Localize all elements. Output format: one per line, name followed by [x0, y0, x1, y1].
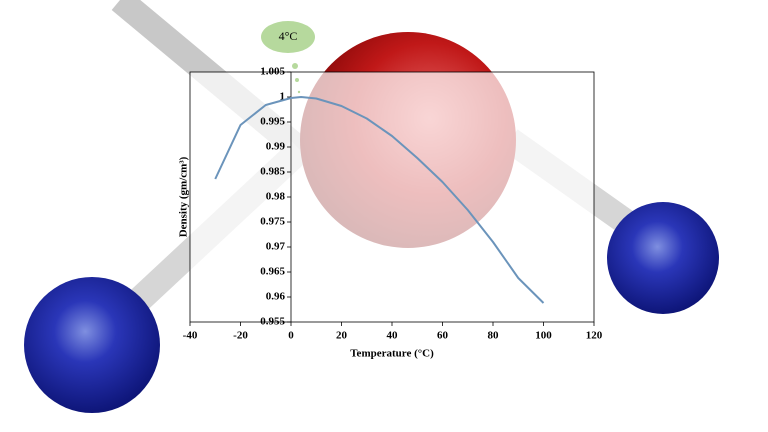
y-tick-label: 0.98 — [266, 191, 286, 203]
annotation: 4°C — [279, 29, 298, 43]
x-tick-label: 40 — [387, 330, 399, 342]
cloud — [261, 21, 315, 53]
x-tick-label: 0 — [288, 330, 294, 342]
y-tick-label: 0.97 — [266, 241, 286, 253]
hydrogen-left — [24, 277, 160, 413]
y-tick-label: 0.965 — [260, 266, 285, 278]
y-tick-label: 1.005 — [260, 66, 285, 78]
y-tick-label: 0.995 — [260, 116, 285, 128]
y-tick-label: 0.99 — [266, 141, 286, 153]
x-tick-label: -20 — [233, 330, 248, 342]
y-tick-label: 1 — [280, 91, 286, 103]
y-tick-label: 0.955 — [260, 316, 285, 328]
x-tick-label: 100 — [535, 330, 552, 342]
cloud-dot — [295, 78, 299, 82]
hydrogen-right — [607, 202, 719, 314]
x-tick-label: 20 — [336, 330, 348, 342]
y-axis-title: Density (gm/cm³) — [178, 156, 190, 237]
x-tick-label: 80 — [488, 330, 500, 342]
x-axis-title: Temperature (°C) — [350, 348, 434, 360]
x-tick-label: -40 — [183, 330, 198, 342]
plot-area — [189, 71, 595, 323]
y-tick-label: 0.96 — [266, 291, 286, 303]
cloud-dot — [292, 63, 298, 69]
data-line — [214, 96, 545, 304]
y-tick-label: 0.975 — [260, 216, 285, 228]
y-tick-label: 0.985 — [260, 166, 285, 178]
x-tick-label: 120 — [586, 330, 603, 342]
cloud-dot — [297, 90, 301, 94]
x-tick-label: 60 — [437, 330, 449, 342]
callout: 4°C — [261, 21, 315, 94]
